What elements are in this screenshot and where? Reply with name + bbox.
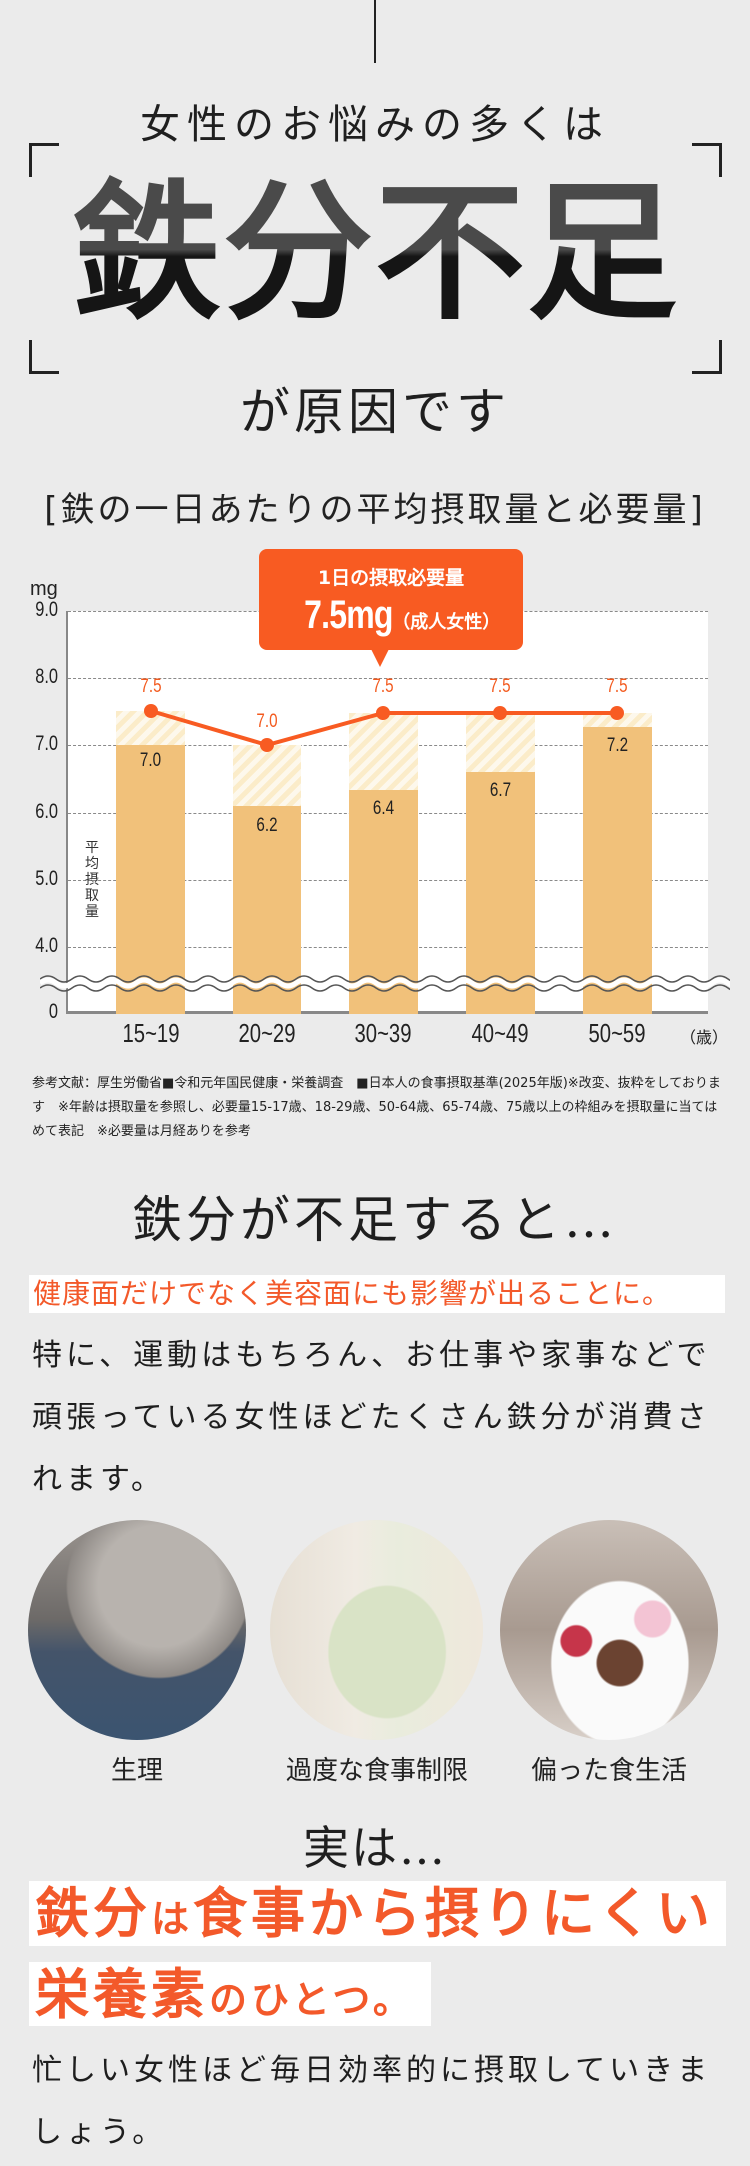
period-photo (28, 1520, 246, 1740)
deficiency-body: 特に、運動はもちろん、お仕事や家事などで頑張っている女性ほどたくさん鉄分が消費さ… (32, 1338, 711, 1497)
bar-value-label: 7.0 (139, 750, 162, 771)
x-axis-unit: （歳） (680, 1028, 729, 1047)
cause-label: 生理 (110, 1756, 163, 1786)
x-tick-label: 50~59 (588, 1018, 646, 1048)
headline-cause: が原因です (240, 383, 510, 441)
y-axis-vertical-label: 平均摂取量 (85, 840, 99, 920)
y-tick-label: 5.0 (35, 867, 58, 890)
bar-value-label: 6.7 (489, 780, 512, 801)
references-note: 参考文献：厚生労働省■令和元年国民健康・栄養調査 ■日本人の食事摂取基準(202… (32, 1076, 721, 1139)
bar-value-label: 6.2 (256, 815, 278, 836)
y-tick-label: 7.0 (35, 732, 58, 755)
callout-value: 7.5mg (303, 593, 393, 637)
highlight-particle: は (151, 1896, 194, 1941)
cause-label: 偏った食生活 (530, 1756, 687, 1786)
x-tick-label: 20~29 (238, 1018, 296, 1048)
highlight-text: 栄養素 (35, 1962, 209, 2026)
axis-break-icon (40, 975, 730, 992)
y-tick-label: 9.0 (35, 598, 58, 621)
bar-average-40-49 (466, 772, 535, 1014)
required-value-label: 7.5 (372, 676, 394, 697)
required-intake-callout: 1日の摂取必要量 7.5mg（成人女性） (259, 549, 523, 667)
y-tick-label: 6.0 (35, 800, 58, 823)
callout-note: （成人女性） (392, 612, 501, 633)
top-divider-line (374, 0, 376, 63)
bar-value-label: 7.2 (606, 735, 629, 756)
highlight-particle: のひとつ。 (209, 1977, 415, 2022)
headline: 鉄分不足 (0, 168, 750, 338)
lead-text: 女性のお悩みの多くは (140, 102, 610, 148)
corner-bracket-bottom-left (29, 340, 59, 374)
highlight-text: 鉄分 (35, 1881, 151, 1945)
x-tick-label: 40~49 (471, 1018, 529, 1048)
conclusion-highlight-line2: 栄養素のひとつ。 (29, 1962, 431, 2026)
conclusion-body: 忙しい女性ほど毎日効率的に摂取していきましょう。 (32, 2053, 712, 2150)
required-value-label: 7.5 (606, 676, 628, 697)
bar-average-50-59 (583, 727, 652, 1014)
required-value-label: 7.5 (489, 676, 511, 697)
chart-title: [鉄の一日あたりの平均摂取量と必要量] (44, 490, 706, 530)
diet-restriction-photo (270, 1520, 483, 1740)
y-axis-unit: mg (30, 578, 58, 600)
cause-label: 過度な食事制限 (285, 1756, 468, 1786)
conclusion-highlight-line1: 鉄分は食事から摂りにくい (29, 1881, 726, 1946)
gridline-8 (68, 678, 708, 679)
y-tick-label: 8.0 (35, 665, 58, 688)
highlight-text: 食事から摂りにくい (193, 1881, 714, 1945)
bar-value-label: 6.4 (372, 798, 395, 819)
corner-bracket-top-left (29, 143, 59, 177)
unbalanced-diet-photo (500, 1520, 718, 1740)
bar-average-30-39 (349, 790, 418, 1014)
deficiency-heading: 鉄分が不足すると… (132, 1191, 618, 1249)
callout-pointer (371, 649, 389, 667)
y-tick-label: 4.0 (35, 934, 58, 957)
conclusion-heading: 実は… (303, 1821, 447, 1875)
required-value-label: 7.0 (256, 711, 278, 732)
x-tick-label: 30~39 (354, 1018, 412, 1048)
required-value-label: 7.5 (140, 676, 162, 697)
bar-average-15-19 (116, 745, 185, 1014)
callout-value-row: 7.5mg（成人女性） (259, 593, 523, 638)
corner-bracket-bottom-right (692, 340, 722, 374)
corner-bracket-top-right (692, 143, 722, 177)
callout-title: 1日の摂取必要量 (317, 567, 465, 589)
deficiency-highlight: 健康面だけでなく美容面にも影響が出ることに。 (29, 1275, 725, 1313)
y-tick-label: 0 (48, 1000, 58, 1023)
x-tick-label: 15~19 (122, 1018, 180, 1048)
